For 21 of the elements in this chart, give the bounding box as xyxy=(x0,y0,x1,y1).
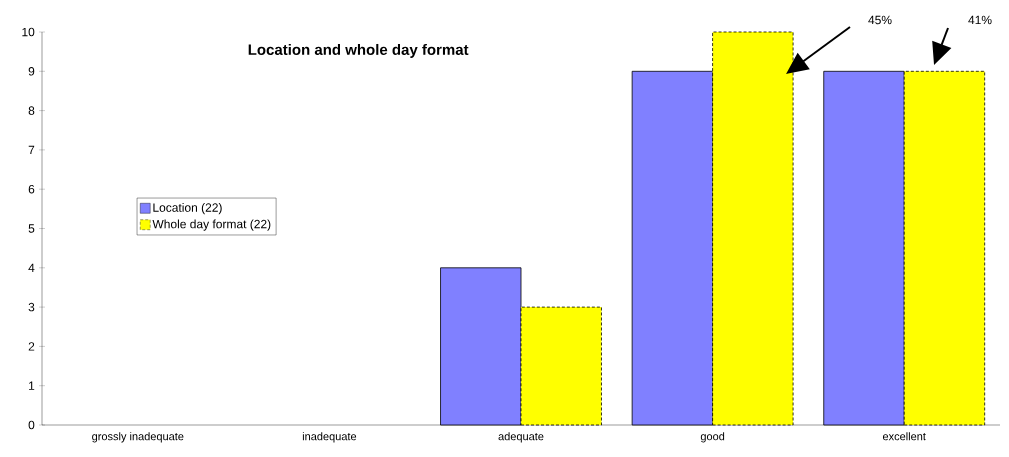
y-tick-label: 5 xyxy=(28,224,35,233)
legend-label: Location (22) xyxy=(153,203,222,215)
y-tick-label: 9 xyxy=(28,67,35,76)
y-tick-label: 2 xyxy=(28,342,35,351)
y-tick-label: 4 xyxy=(28,263,35,272)
text: 41% xyxy=(968,15,992,25)
y-tick-label: 7 xyxy=(28,145,35,155)
y-tick-label: 1 xyxy=(29,381,35,390)
x-tick-label: adequate xyxy=(498,432,544,443)
text: Location and whole day format xyxy=(248,43,469,58)
y-tick-label: 0 xyxy=(28,420,35,430)
x-tick-label: grossly inadequate xyxy=(92,432,184,443)
x-tick-label: good xyxy=(700,432,725,443)
text: 45% xyxy=(868,15,892,25)
legend-label: Whole day format (22) xyxy=(152,219,271,231)
x-tick-label: excellent xyxy=(882,432,926,441)
y-tick-label: 3 xyxy=(28,302,35,312)
y-tick-label: 10 xyxy=(22,27,35,37)
x-tick-label: inadequate xyxy=(302,432,357,443)
y-tick-label: 8 xyxy=(28,106,35,115)
y-tick-label: 6 xyxy=(28,184,35,194)
